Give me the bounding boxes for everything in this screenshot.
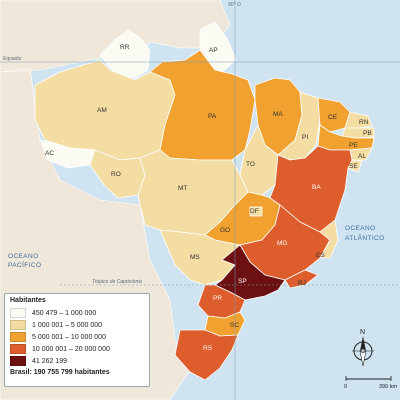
state-DF[interactable]	[249, 206, 263, 217]
legend-title: Habitantes	[10, 297, 46, 304]
state-label-RR: RR	[120, 44, 130, 51]
state-ES[interactable]	[319, 219, 339, 259]
state-label-CE: CE	[328, 114, 338, 121]
state-label-ES: ES	[316, 252, 325, 259]
state-label-GO: GO	[220, 227, 230, 234]
state-label-AM: AM	[97, 107, 107, 114]
state-label-SC: SC	[230, 322, 239, 329]
north-arrow-icon	[360, 336, 366, 351]
state-label-RJ: RJ	[298, 280, 306, 287]
tropic-label: Trópico de Capricórnio	[92, 279, 142, 285]
state-label-SE: SE	[349, 163, 358, 170]
legend-row: 1 000 001 – 5 000 000	[10, 319, 144, 331]
state-label-TO: TO	[246, 161, 255, 168]
state-PA[interactable]	[149, 49, 256, 161]
pacific-ocean-label-line2: PACÍFICO	[8, 260, 41, 269]
state-label-MA: MA	[273, 111, 283, 118]
state-label-MT: MT	[178, 185, 187, 192]
scale-end-label: 390 km	[379, 384, 397, 390]
state-label-PB: PB	[363, 130, 372, 137]
state-AP[interactable]	[199, 21, 237, 73]
state-label-AC: AC	[45, 150, 54, 157]
scale-start-label: 0	[344, 384, 347, 390]
state-label-AP: AP	[209, 47, 218, 54]
legend-label: 41 262 199	[32, 357, 68, 365]
state-label-PA: PA	[208, 113, 217, 120]
legend-row: 41 262 199	[10, 355, 144, 367]
state-label-SP: SP	[238, 278, 247, 285]
legend: Habitantes 450 479 – 1 000 000 1 000 001…	[4, 293, 150, 387]
state-RR[interactable]	[99, 29, 151, 79]
state-RS[interactable]	[174, 329, 239, 381]
state-label-RS: RS	[203, 345, 213, 352]
state-label-PR: PR	[213, 295, 222, 302]
state-label-DF: DF	[250, 208, 259, 215]
state-label-MS: MS	[190, 254, 200, 261]
state-label-PE: PE	[349, 142, 358, 149]
legend-row: 10 000 001 – 20 000 000	[10, 343, 144, 355]
scale-bar: 0 390 km	[344, 376, 397, 390]
state-label-RO: RO	[111, 171, 121, 178]
state-SP[interactable]	[214, 244, 286, 301]
state-label-AL: AL	[358, 153, 366, 160]
state-label-MG: MG	[277, 240, 287, 247]
state-label-PI: PI	[302, 134, 308, 141]
legend-label: 10 000 001 – 20 000 000	[32, 345, 110, 353]
legend-swatch	[10, 356, 26, 366]
atlantic-ocean-label-line2: ATLÂNTICO	[345, 233, 385, 242]
legend-label: 450 479 – 1 000 000	[32, 309, 97, 317]
south-arrow-icon	[359, 350, 367, 367]
legend-total: Brasil: 190 755 799 habitantes	[10, 369, 110, 376]
legend-row: 5 000 001 – 10 000 000	[10, 331, 144, 343]
legend-label: 5 000 001 – 10 000 000	[32, 333, 106, 341]
legend-label: 1 000 001 – 5 000 000	[32, 321, 103, 329]
equator-label: Equador	[3, 56, 22, 62]
state-RJ[interactable]	[284, 269, 319, 289]
pacific-ocean-label-line1: OCEANO	[8, 253, 39, 260]
legend-swatch	[10, 320, 26, 330]
state-RN[interactable]	[344, 111, 373, 129]
legend-swatch	[10, 344, 26, 354]
legend-swatch	[10, 308, 26, 318]
state-label-RN: RN	[359, 119, 369, 126]
state-labels: RR AP AM PA MA CE RN PB PE PI AL SE AC R…	[45, 44, 372, 352]
meridian-label: 50° O	[228, 2, 241, 8]
state-label-BA: BA	[312, 184, 321, 191]
legend-row: 450 479 – 1 000 000	[10, 307, 144, 319]
legend-swatch	[10, 332, 26, 342]
compass-rose-icon: N	[352, 329, 374, 367]
atlantic-ocean-label-line1: OCEANO	[345, 225, 376, 232]
north-label: N	[360, 329, 365, 336]
